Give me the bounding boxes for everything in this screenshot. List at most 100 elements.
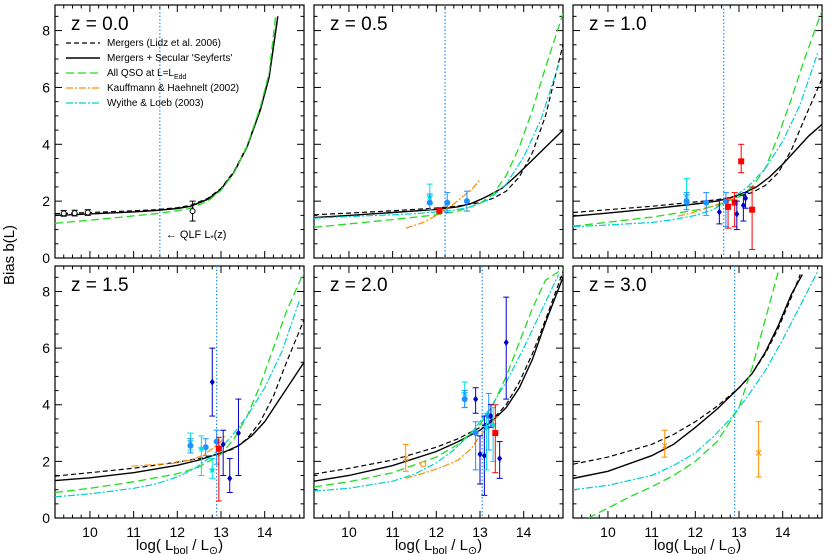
data-point: [187, 442, 194, 449]
panel-z15: 10 11 12 13 14 0 2 4 6 8 z = 1.5 log( Lbol / L⊙): [42, 265, 305, 554]
data-point: [227, 474, 233, 482]
data-point: [213, 438, 220, 445]
panel-frame: [54, 4, 305, 259]
data-point: [661, 442, 668, 449]
data-point: [703, 199, 710, 206]
series-kauffmann: [677, 196, 740, 217]
data-point: [463, 198, 470, 205]
y-tick-label: 6: [42, 79, 50, 95]
panel-title: z = 1.0: [589, 14, 647, 35]
data-point: [189, 208, 196, 215]
series-wyithe: [314, 274, 560, 492]
y-tick-label: 8: [42, 283, 50, 299]
legend-label: All QSO at L=LEdd: [107, 68, 187, 81]
series-wyithe: [573, 53, 819, 228]
data-point: [235, 429, 241, 437]
series-wyithe: [573, 271, 819, 491]
series-allqso: [55, 271, 304, 494]
y-axis-label: Bias b(L): [1, 225, 18, 285]
data-point: [743, 194, 749, 202]
data-point: [215, 445, 222, 452]
x-tick-label: 13: [731, 524, 747, 540]
data-point: [402, 455, 409, 462]
panel-title: z = 0.5: [330, 14, 388, 35]
x-tick-label: 11: [644, 524, 659, 540]
series-allqso: [573, 10, 822, 227]
series-allqso: [55, 16, 277, 224]
y-tick-label: 2: [42, 453, 50, 469]
legend-item: Kauffmann & Haehnelt (2002): [66, 83, 239, 94]
x-tick-label: 10: [341, 524, 357, 540]
series-wyithe: [55, 299, 301, 498]
series-wyithe: [314, 64, 560, 219]
data-point: [220, 440, 226, 448]
data-point: [444, 199, 451, 206]
data-point: [481, 452, 487, 460]
panel-title: z = 3.0: [589, 275, 647, 296]
panel-z20: 10 11 12 13 14 z = 2.0 log( Lbol / L⊙): [313, 265, 564, 554]
y-tick-label: 6: [42, 340, 50, 356]
panel-frame: [572, 265, 823, 519]
data-point: [60, 210, 67, 217]
x-axis-label: log( Lbol / L⊙): [136, 537, 223, 554]
y-tick-label: 4: [42, 136, 50, 152]
data-point: [716, 208, 722, 216]
panel-frame: [313, 265, 564, 519]
data-point: [489, 420, 497, 428]
legend-label: Mergers (Lidz et al. 2006): [107, 38, 221, 49]
data-point: [722, 198, 729, 205]
data-point: [749, 206, 756, 213]
y-tick-label: 0: [42, 250, 50, 266]
data-point: [202, 444, 209, 451]
panel-frame: [54, 265, 305, 519]
x-tick-label: 14: [775, 524, 791, 540]
legend-item: All QSO at L=LEdd: [66, 68, 187, 81]
data-point: [683, 198, 690, 205]
data-point: [734, 210, 740, 218]
legend-item: Mergers + Secular 'Seyferts': [66, 53, 232, 64]
panel-frame: [313, 4, 564, 259]
series-mergers: [314, 271, 563, 475]
legend-item: Mergers (Lidz et al. 2006): [66, 38, 221, 49]
data-point: [426, 199, 433, 206]
data-point: [197, 444, 206, 452]
x-axis-label: log( Lbol / L⊙): [395, 537, 482, 554]
panel-title: z = 0.0: [71, 14, 129, 35]
x-tick-label: 10: [600, 524, 616, 540]
data-point: [492, 430, 499, 437]
data-point: [477, 450, 483, 458]
x-tick-label: 14: [516, 524, 532, 540]
legend: Mergers (Lidz et al. 2006) Mergers + Secu…: [66, 38, 239, 109]
series-secular: [55, 361, 304, 482]
series-mergers: [55, 319, 304, 477]
data-point: [420, 461, 427, 468]
y-tick-label: 4: [42, 397, 50, 413]
x-tick-label: 11: [385, 524, 400, 540]
x-tick-label: 10: [82, 524, 98, 540]
data-point: [497, 455, 503, 463]
panel-z00: 0 2 4 6 8 z = 0.0 ← QLF L*(z): [42, 4, 305, 266]
qlf-annotation: ← QLF L*(z): [166, 229, 227, 243]
panel-title: z = 1.5: [71, 275, 129, 296]
x-axis-label: log( Lbol / L⊙): [654, 537, 741, 554]
series-secular: [55, 16, 279, 217]
data-point: [208, 465, 217, 474]
series-secular: [314, 129, 563, 219]
y-tick-label: 0: [42, 510, 50, 526]
data-point: [731, 199, 738, 206]
panel-frame: [572, 4, 823, 259]
series-mergers: [573, 78, 822, 214]
series-kauffmann: [405, 179, 481, 229]
x-tick-label: 14: [257, 524, 273, 540]
legend-label: Mergers + Secular 'Seyferts': [107, 53, 232, 64]
data-point: [740, 201, 746, 209]
data-point: [209, 378, 215, 386]
data-point: [725, 203, 732, 210]
series-allqso: [588, 271, 779, 518]
y-tick-label: 2: [42, 193, 50, 209]
series-secular: [314, 277, 563, 482]
series-allqso: [314, 13, 563, 228]
x-tick-label: 12: [429, 524, 445, 540]
series-kauffmann: [131, 434, 226, 467]
